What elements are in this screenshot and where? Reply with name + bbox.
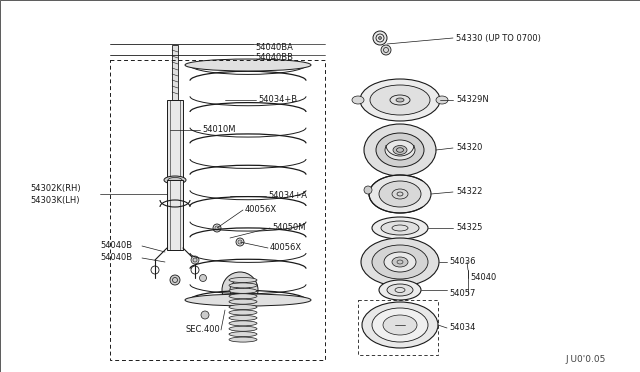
Circle shape xyxy=(213,224,221,232)
Text: 54330 (UP TO 0700): 54330 (UP TO 0700) xyxy=(456,33,541,42)
Circle shape xyxy=(381,45,391,55)
Ellipse shape xyxy=(369,175,431,213)
Ellipse shape xyxy=(229,278,257,282)
Ellipse shape xyxy=(381,221,419,235)
Text: 54057: 54057 xyxy=(449,289,476,298)
Text: 40056X: 40056X xyxy=(245,205,277,215)
Bar xyxy=(167,180,183,250)
Bar xyxy=(358,300,438,355)
Ellipse shape xyxy=(229,315,257,320)
Text: 54036: 54036 xyxy=(449,257,476,266)
Text: J U0'0.05: J U0'0.05 xyxy=(565,356,605,365)
Text: 54040B: 54040B xyxy=(100,241,132,250)
Text: 54325: 54325 xyxy=(456,224,483,232)
Circle shape xyxy=(236,286,244,294)
Ellipse shape xyxy=(385,140,415,160)
Text: 54302K(RH): 54302K(RH) xyxy=(30,183,81,192)
Ellipse shape xyxy=(229,288,257,294)
Text: 54329N: 54329N xyxy=(456,96,489,105)
Circle shape xyxy=(378,36,381,39)
Ellipse shape xyxy=(372,308,428,342)
Bar xyxy=(172,45,178,100)
Ellipse shape xyxy=(164,176,186,184)
Bar xyxy=(110,60,325,360)
Text: 54034+A: 54034+A xyxy=(268,192,307,201)
Text: 54050M: 54050M xyxy=(272,224,305,232)
Ellipse shape xyxy=(352,96,364,104)
Ellipse shape xyxy=(168,177,182,183)
Ellipse shape xyxy=(229,305,257,310)
Ellipse shape xyxy=(185,294,311,306)
Text: 54303K(LH): 54303K(LH) xyxy=(30,196,79,205)
Circle shape xyxy=(373,31,387,45)
Ellipse shape xyxy=(360,79,440,121)
Ellipse shape xyxy=(372,245,428,279)
Ellipse shape xyxy=(229,283,257,288)
Text: SEC.400: SEC.400 xyxy=(185,326,220,334)
Text: 54040BA: 54040BA xyxy=(255,44,293,52)
Ellipse shape xyxy=(372,217,428,239)
Text: 54322: 54322 xyxy=(456,187,483,196)
Ellipse shape xyxy=(229,294,257,299)
Text: 40056X: 40056X xyxy=(270,244,302,253)
Ellipse shape xyxy=(393,145,407,154)
Circle shape xyxy=(222,272,258,308)
Ellipse shape xyxy=(229,321,257,326)
Circle shape xyxy=(236,238,244,246)
Ellipse shape xyxy=(229,337,257,342)
Circle shape xyxy=(200,275,207,282)
Ellipse shape xyxy=(362,302,438,348)
Text: 54034+B: 54034+B xyxy=(258,96,297,105)
Circle shape xyxy=(201,311,209,319)
Ellipse shape xyxy=(392,257,408,267)
Ellipse shape xyxy=(229,299,257,304)
Ellipse shape xyxy=(376,133,424,167)
Text: 54040BB: 54040BB xyxy=(255,54,293,62)
Circle shape xyxy=(170,275,180,285)
Ellipse shape xyxy=(185,59,311,71)
Ellipse shape xyxy=(229,310,257,315)
Ellipse shape xyxy=(396,98,404,102)
Ellipse shape xyxy=(229,332,257,337)
Ellipse shape xyxy=(361,238,439,286)
Ellipse shape xyxy=(379,181,421,207)
Circle shape xyxy=(364,186,372,194)
Bar xyxy=(167,100,183,180)
Text: 54010M: 54010M xyxy=(202,125,236,135)
Text: 54034: 54034 xyxy=(449,324,476,333)
Ellipse shape xyxy=(379,280,421,300)
Ellipse shape xyxy=(387,284,413,296)
Text: 54040B: 54040B xyxy=(100,253,132,263)
Text: 54320: 54320 xyxy=(456,144,483,153)
Circle shape xyxy=(230,280,250,300)
Ellipse shape xyxy=(370,85,430,115)
Circle shape xyxy=(191,256,199,264)
Ellipse shape xyxy=(364,124,436,176)
Text: 54040: 54040 xyxy=(470,273,496,282)
Ellipse shape xyxy=(384,252,416,272)
Ellipse shape xyxy=(383,315,417,335)
Ellipse shape xyxy=(436,96,448,104)
Ellipse shape xyxy=(229,326,257,331)
Polygon shape xyxy=(183,245,275,320)
